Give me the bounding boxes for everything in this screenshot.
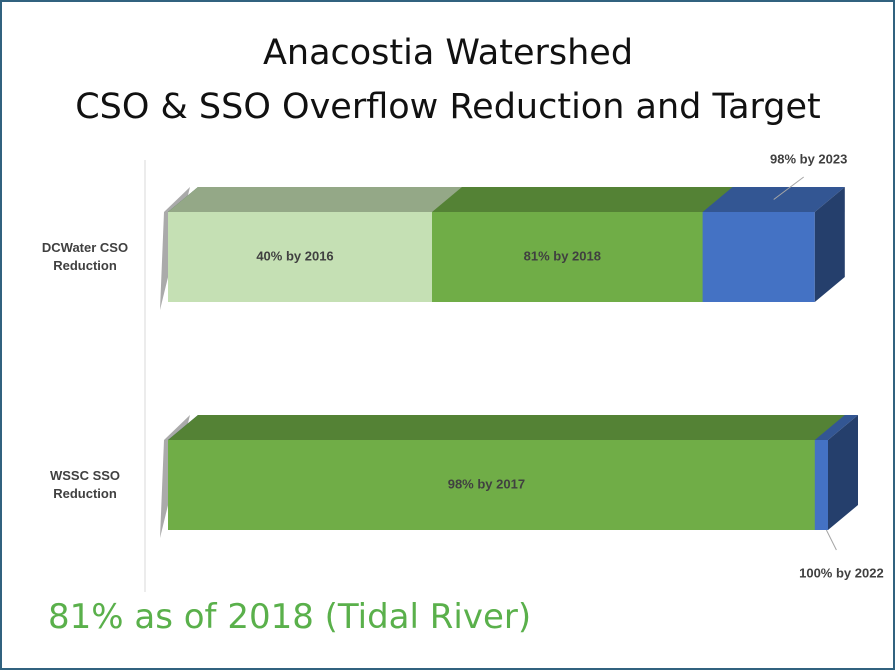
- bar-side: [828, 415, 858, 530]
- y-tick-label: WSSC SSO Reduction: [49, 468, 121, 501]
- chart-title: CSO & SSO Overflow Reduction and Target: [75, 87, 821, 127]
- value-label: 98% by 2017: [448, 476, 525, 491]
- bar-top: [168, 187, 462, 212]
- leader-line: [825, 529, 837, 551]
- bar: [168, 440, 815, 530]
- annotation: 81% as of 2018 (Tidal River): [48, 597, 531, 637]
- y-tick-label: DCWater CSO Reduction: [41, 240, 129, 273]
- chart-title: Anacostia Watershed: [263, 33, 633, 73]
- bar-top: [168, 415, 845, 440]
- value-label: 40% by 2016: [256, 248, 333, 263]
- value-label: 100% by 2022: [799, 565, 884, 580]
- value-label: 81% by 2018: [524, 248, 601, 263]
- leader-line: [773, 176, 805, 200]
- bar: [168, 212, 432, 302]
- bar-side: [814, 187, 845, 302]
- value-label: 98% by 2023: [770, 151, 847, 166]
